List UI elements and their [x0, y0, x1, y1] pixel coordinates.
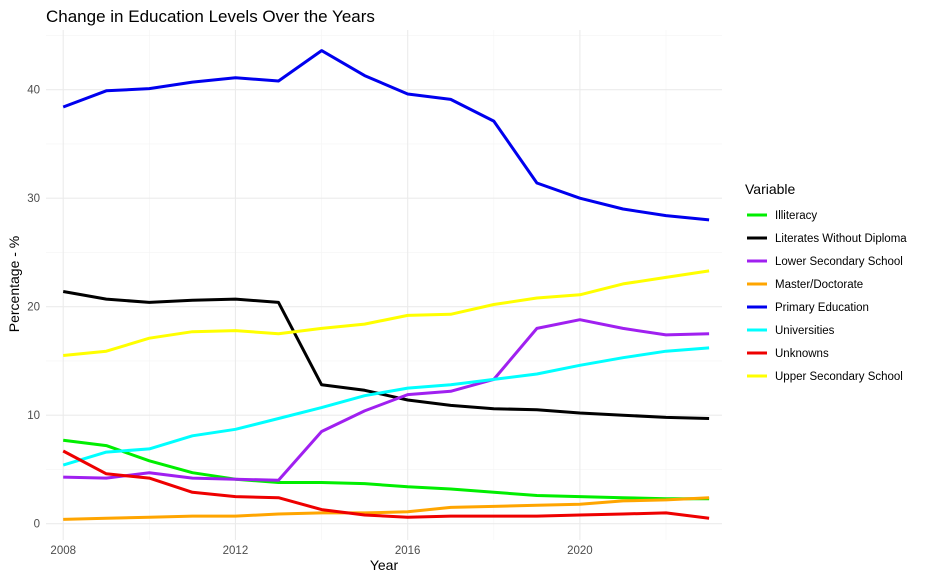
y-tick-label: 10 — [27, 410, 40, 422]
y-tick-label: 40 — [27, 85, 40, 97]
legend-items: Illiteracy Literates Without Diploma Lower… — [747, 210, 907, 383]
series-line-lower-secondary-school — [63, 318, 710, 482]
legend-label-master-doctorate: Master/Doctorate — [775, 279, 863, 291]
legend-label-unknowns: Unknowns — [775, 348, 829, 360]
plot-grid — [46, 30, 722, 540]
x-axis-ticks: 2008 2012 2016 2020 — [50, 545, 592, 557]
legend-label-illiteracy: Illiteracy — [775, 210, 817, 222]
chart-title: Change in Education Levels Over the Year… — [46, 7, 375, 26]
series-line-illiteracy — [63, 438, 710, 501]
y-tick-label: 0 — [34, 519, 40, 531]
legend-label-universities: Universities — [775, 325, 835, 337]
x-tick-label: 2016 — [395, 545, 421, 557]
legend-label-lower-secondary-school: Lower Secondary School — [775, 256, 903, 268]
x-tick-label: 2008 — [50, 545, 76, 557]
y-tick-label: 30 — [27, 193, 40, 205]
y-axis-title: Percentage - % — [6, 236, 22, 333]
x-axis-title: Year — [370, 557, 399, 573]
y-tick-label: 20 — [27, 302, 40, 314]
series-line-universities — [62, 346, 710, 467]
series-line-primary-education — [62, 49, 710, 222]
legend-label-upper-secondary-school: Upper Secondary School — [775, 371, 903, 383]
x-tick-label: 2020 — [567, 545, 593, 557]
plot-series — [62, 49, 710, 521]
legend-label-literates-without-diploma: Literates Without Diploma — [775, 233, 907, 245]
series-line-unknowns — [62, 449, 710, 520]
legend-title: Variable — [745, 181, 796, 197]
series-line-master-doctorate — [63, 496, 710, 521]
series-line-literates-without-diploma — [62, 290, 710, 420]
x-tick-label: 2012 — [223, 545, 249, 557]
legend-label-primary-education: Primary Education — [775, 302, 869, 314]
series-line-upper-secondary-school — [63, 269, 710, 357]
legend: Variable Illiteracy Literates Without Dip… — [745, 181, 907, 383]
y-axis-ticks: 0 10 20 30 40 — [27, 85, 40, 531]
